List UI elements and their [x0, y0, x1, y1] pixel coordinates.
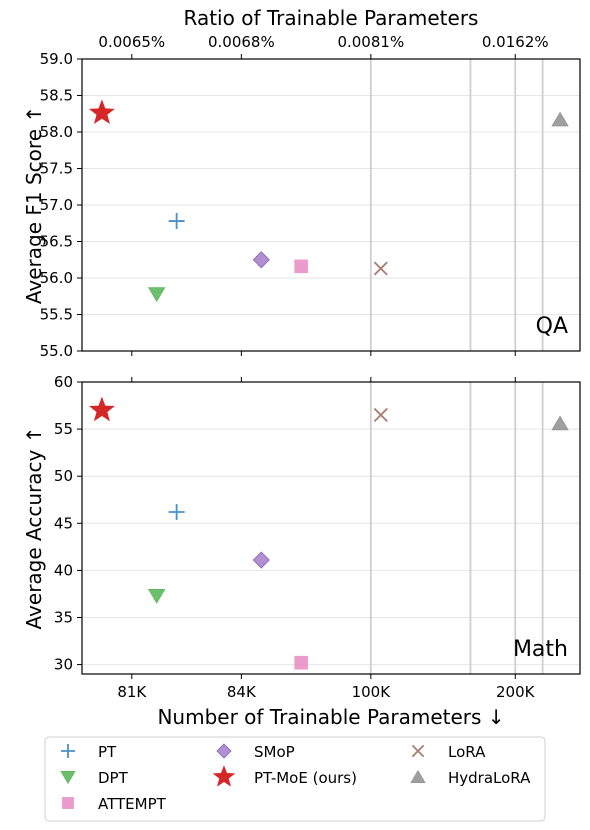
y-tick-label: 56.0 [40, 269, 73, 287]
legend-label-hydralora: HydraLoRA [448, 769, 531, 787]
y-tick-label: 58.0 [40, 123, 73, 141]
panel-label: QA [536, 314, 568, 339]
y-axis-title: Average F1 Score ↑ [22, 106, 46, 304]
data-point-hydralora [551, 415, 569, 431]
x-axis-title: Number of Trainable Parameters ↓ [157, 705, 504, 729]
y-tick-label: 60 [54, 373, 73, 391]
legend: PT DPT ATTEMPT SMoP PT-MoE (ours) LoRA HydraLo… [44, 736, 546, 822]
data-point-pt [168, 503, 185, 520]
legend-label-lora: LoRA [448, 743, 486, 761]
y-tick-label: 50 [54, 467, 73, 485]
data-point-hydralora [551, 111, 569, 127]
data-point-dpt [148, 589, 166, 604]
data-point-dpt [148, 287, 166, 303]
y-tick-label: 40 [54, 561, 73, 579]
data-point-pt-moe-ours [88, 99, 115, 125]
data-point-pt-moe-ours [88, 396, 115, 422]
x-tick-label: 200K [496, 683, 536, 701]
y-tick-label: 55.5 [40, 306, 73, 324]
bottom-axis-ticks: 81K 84K 100K 200K [117, 683, 535, 701]
panel-label: Math [513, 637, 568, 662]
x-tick-label: 81K [117, 683, 147, 701]
y-tick-label: 55.0 [40, 342, 73, 360]
legend-label-attempt: ATTEMPT [98, 795, 167, 813]
y-tick-label: 55 [54, 420, 73, 438]
legend-label-dpt: DPT [98, 769, 129, 787]
legend-marker-smop [216, 743, 232, 759]
legend-marker-pt [61, 744, 75, 758]
legend-marker-hydralora [410, 769, 426, 783]
top-axis-ticks: 0.0065% 0.0068% 0.0081% 0.0162% [98, 33, 548, 51]
top-tick-label: 0.0081% [337, 33, 404, 51]
data-point-attempt [294, 259, 308, 274]
data-point-smop [252, 251, 270, 269]
plot-frame [81, 58, 581, 352]
legend-marker-pt-moe-ours [212, 765, 236, 787]
y-tick-label: 57.0 [40, 196, 73, 214]
plot-frame [81, 381, 581, 675]
legend-box [44, 736, 546, 822]
y-tick-label: 59.0 [40, 50, 73, 68]
data-point-attempt [294, 655, 308, 670]
y-tick-label: 30 [54, 656, 73, 674]
top-tick-label: 0.0068% [208, 33, 275, 51]
data-point-lora [373, 261, 388, 276]
x-tick-label: 84K [227, 683, 257, 701]
top-axis-title: Ratio of Trainable Parameters [184, 6, 479, 30]
top-tick-label: 0.0065% [98, 33, 165, 51]
legend-label-smop: SMoP [254, 743, 295, 761]
x-tick-label: 100K [352, 683, 392, 701]
top-tick-label: 0.0162% [482, 33, 549, 51]
y-tick-label: 45 [54, 514, 73, 532]
math-panel: 30 35 40 45 50 55 60 Average Accuracy ↑ Math [22, 373, 581, 679]
legend-label-pt: PT [98, 743, 117, 761]
legend-label-pt-moe-ours: PT-MoE (ours) [254, 769, 357, 787]
data-point-smop [252, 551, 270, 569]
y-tick-label: 35 [54, 608, 73, 626]
legend-marker-attempt [62, 797, 74, 809]
qa-panel: 55.0 55.5 56.0 56.5 57.0 57.5 58.0 58.5 59.0 Aver… [22, 50, 581, 360]
data-point-pt [168, 213, 185, 230]
y-tick-label: 56.5 [40, 233, 73, 251]
legend-marker-lora [411, 744, 425, 758]
y-tick-label: 57.5 [40, 160, 73, 178]
legend-marker-dpt [60, 771, 76, 785]
y-axis-title: Average Accuracy ↑ [22, 427, 46, 630]
data-point-lora [373, 407, 388, 423]
y-tick-label: 58.5 [40, 87, 73, 105]
